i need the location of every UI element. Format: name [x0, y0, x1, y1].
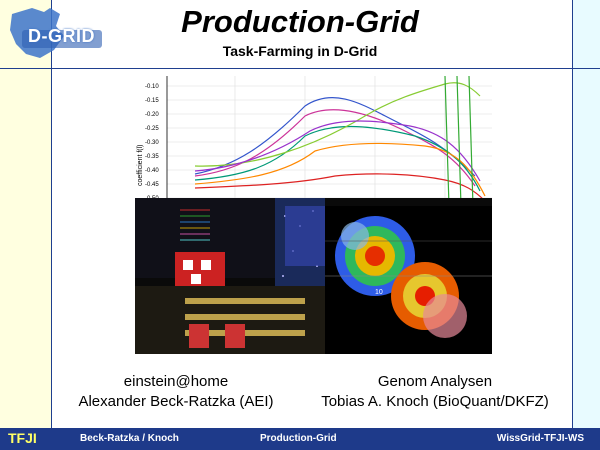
right-stripe: [572, 0, 600, 428]
footer-title: Production-Grid: [260, 433, 337, 444]
dgrid-logo: D-GRID: [4, 4, 104, 62]
header-divider: [0, 68, 600, 69]
footer-bar: TFJI Beck-Ratzka / Knoch Production-Grid…: [0, 428, 600, 450]
y-tick: -0.45: [145, 182, 159, 188]
y-tick: -0.40: [145, 168, 159, 174]
logo-text: D-GRID: [28, 26, 95, 46]
footer-event: WissGrid-TFJI-WS: [496, 433, 584, 444]
x-tick: 10: [375, 289, 383, 296]
left-stripe: [0, 0, 52, 428]
caption-einstein-at-home: einstein@home Alexander Beck-Ratzka (AEI…: [52, 372, 300, 412]
caption-project: Genom Analysen: [377, 373, 493, 390]
caption-person: Alexander Beck-Ratzka (AEI): [78, 393, 274, 410]
footer-tag: TFJI: [8, 430, 37, 446]
y-tick: -0.20: [145, 112, 159, 118]
footer-authors: Beck-Ratzka / Knoch: [80, 433, 179, 444]
y-tick: -0.35: [145, 154, 159, 160]
slide-subtitle: Task-Farming in D-Grid: [222, 43, 378, 59]
y-tick: -0.30: [145, 140, 159, 146]
y-tick: -0.10: [145, 84, 159, 90]
caption-genome-analysis: Genom Analysen Tobias A. Knoch (BioQuant…: [300, 372, 570, 412]
science-collage-image: -0.10 -0.15 -0.20 -0.25 -0.30 -0.35 -0.4…: [135, 76, 492, 354]
caption-person: Tobias A. Knoch (BioQuant/DKFZ): [321, 393, 549, 410]
caption-project: einstein@home: [123, 373, 229, 390]
y-tick: -0.25: [145, 126, 159, 132]
y-axis-label: coefficient f(l): [137, 145, 144, 187]
y-tick: -0.15: [145, 98, 159, 104]
slide-title: Production-Grid: [181, 4, 419, 39]
